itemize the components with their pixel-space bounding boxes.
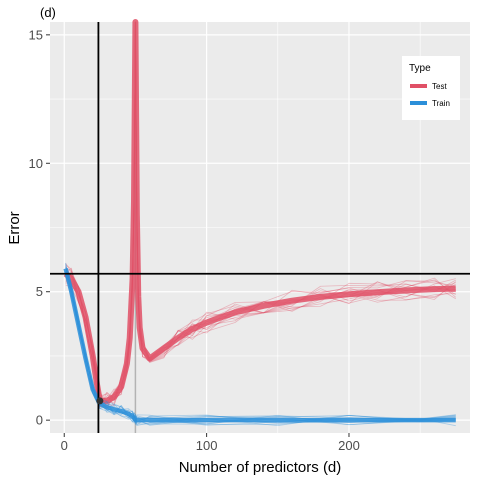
y-axis: 0 5 10 15: [29, 27, 50, 428]
y-tick-label: 15: [29, 27, 43, 42]
x-axis: 0 100 200: [61, 433, 360, 453]
legend-key-test: [410, 84, 427, 88]
legend-key-train: [410, 101, 427, 105]
x-tick-label: 100: [196, 438, 218, 453]
y-tick-label: 5: [36, 284, 43, 299]
legend: Type Test Train: [402, 56, 460, 120]
x-tick-label: 0: [61, 438, 68, 453]
y-tick-label: 0: [36, 413, 43, 428]
y-axis-title: Error: [6, 211, 23, 244]
y-tick-label: 10: [29, 156, 43, 171]
series-layer: [63, 19, 457, 427]
x-axis-title: Number of predictors (d): [179, 459, 342, 476]
reference-lines-top: [50, 22, 470, 433]
series-line-train: [63, 268, 456, 423]
marked-point: [96, 397, 104, 405]
series-train: [63, 262, 456, 427]
panel-tag: (d): [40, 5, 56, 20]
legend-label-test: Test: [432, 82, 447, 91]
legend-title: Type: [409, 63, 431, 74]
legend-label-train: Train: [432, 99, 450, 108]
x-tick-label: 200: [338, 438, 360, 453]
